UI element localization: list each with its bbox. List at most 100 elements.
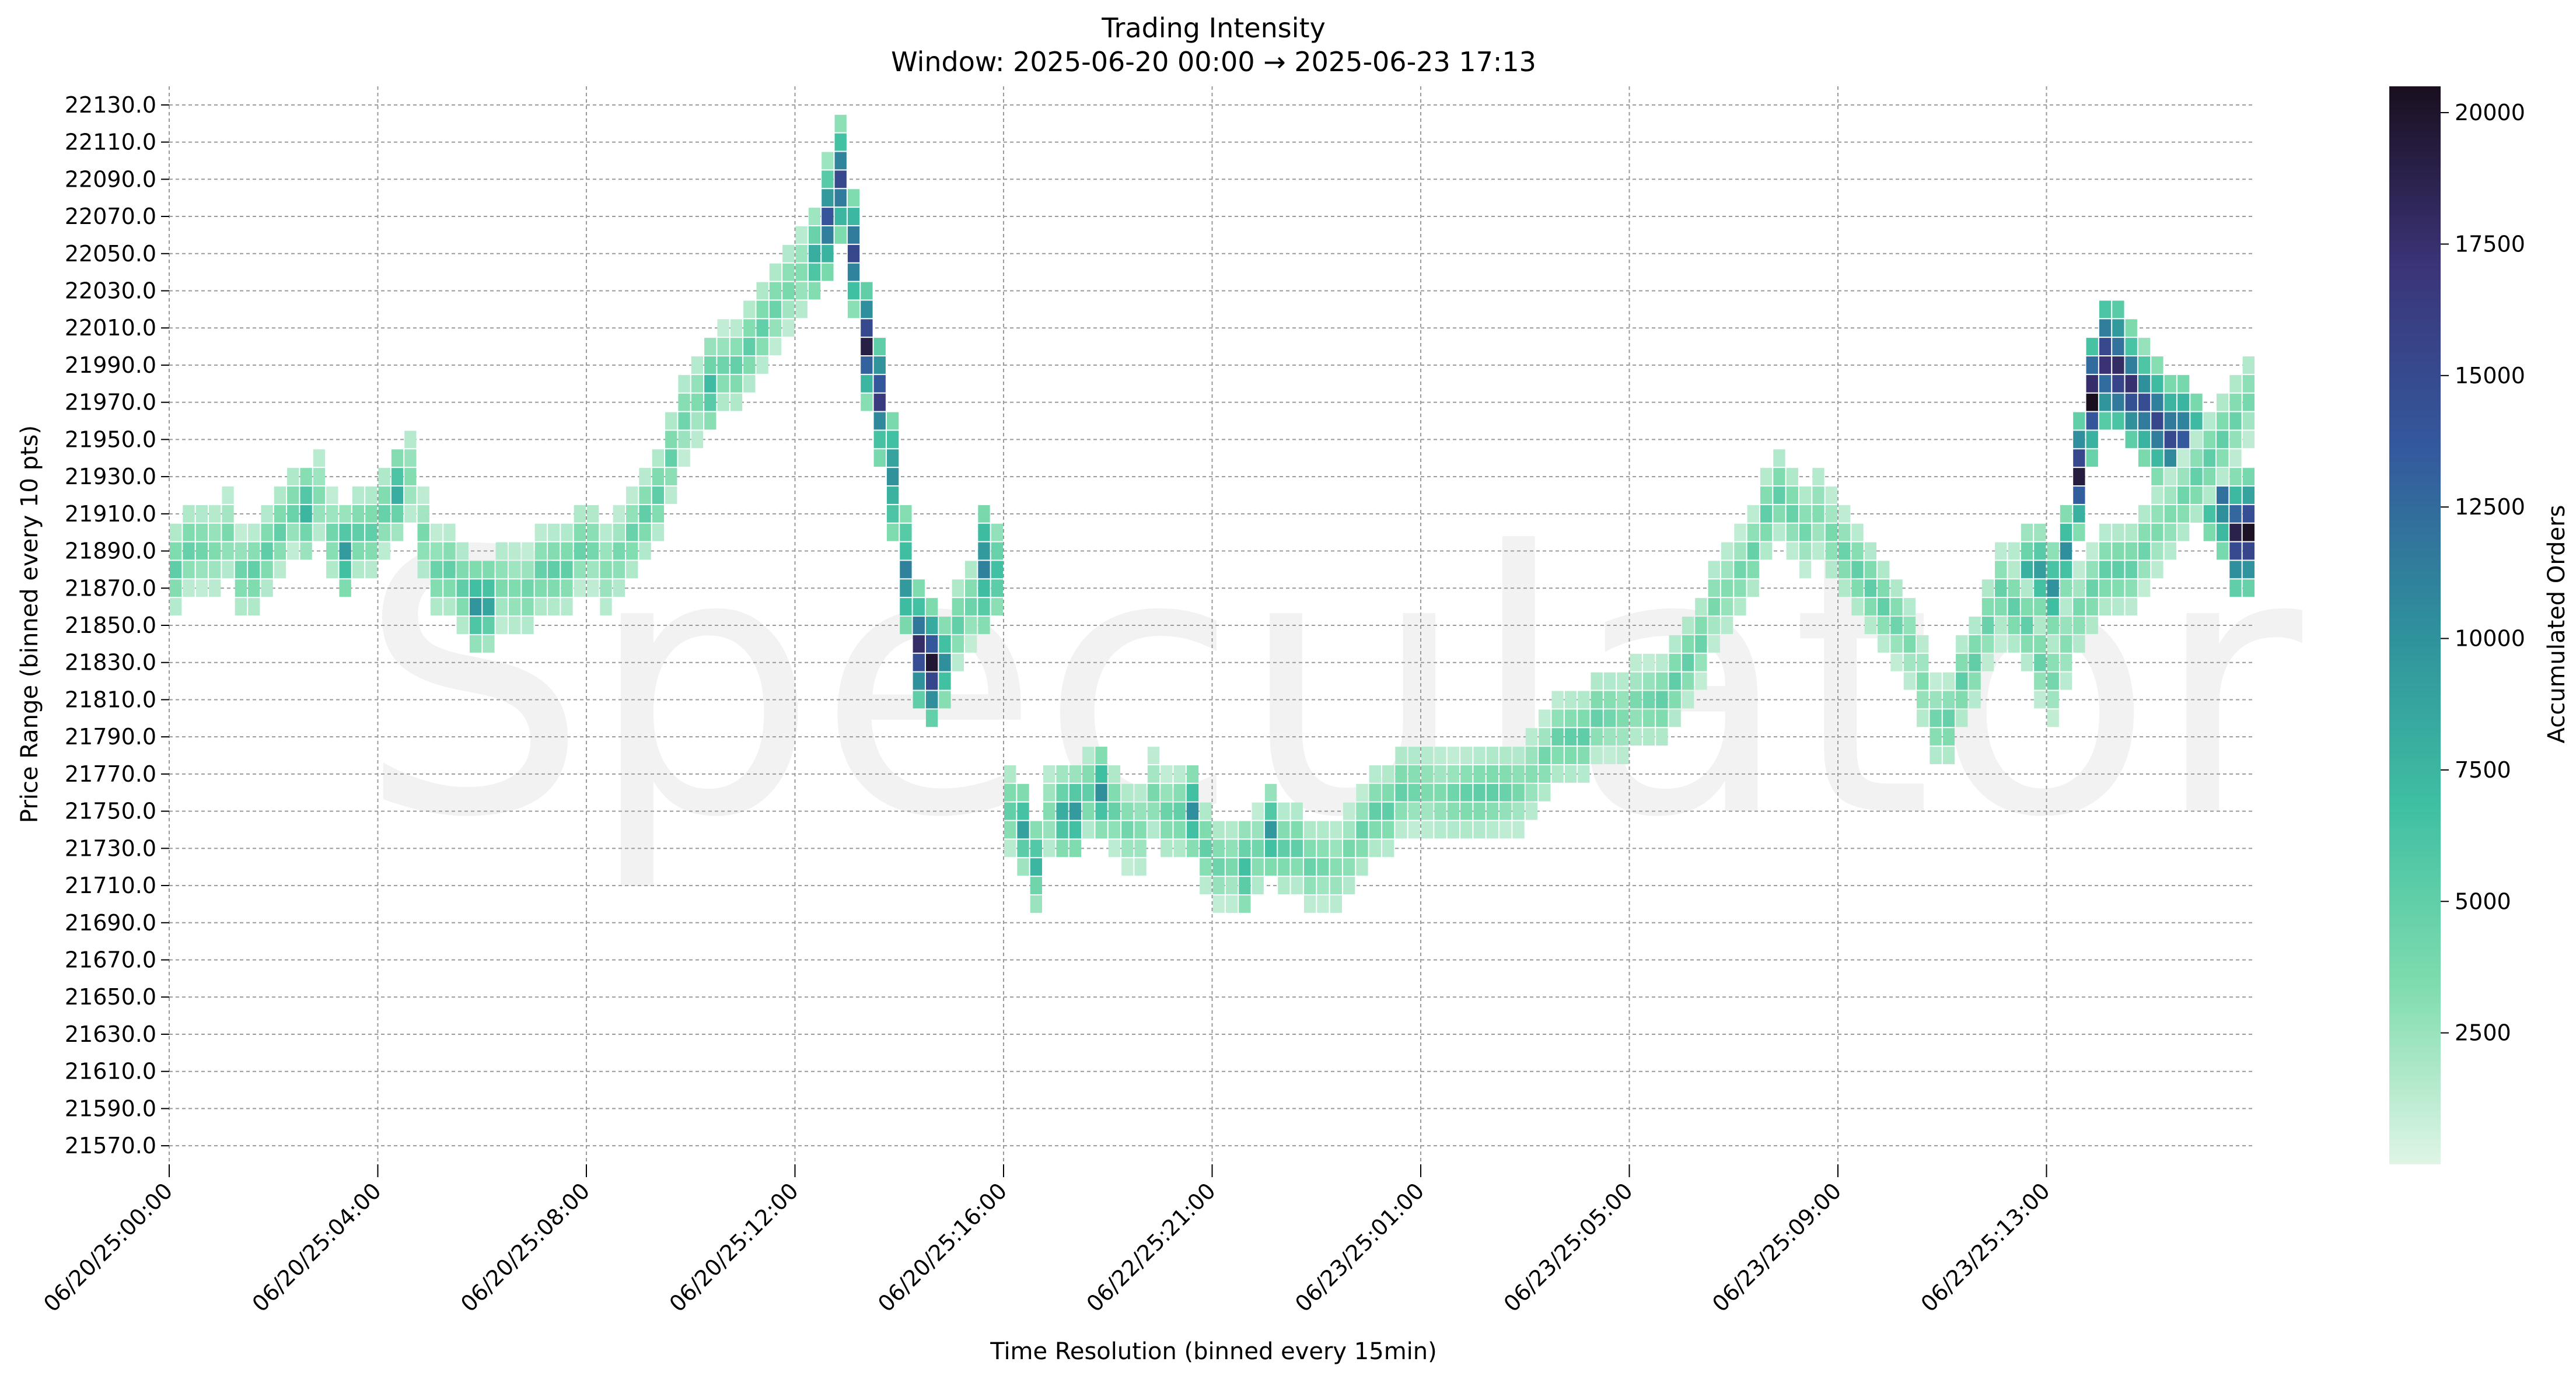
heatmap-cell (600, 523, 612, 541)
heatmap-cell (469, 635, 482, 653)
heatmap-cell (613, 561, 625, 579)
heatmap-cell (1134, 858, 1147, 876)
heatmap-cell (1642, 653, 1655, 671)
heatmap-cell (2021, 635, 2033, 653)
heatmap-cell (769, 282, 782, 300)
heatmap-cell (1642, 728, 1655, 746)
heatmap-cell (900, 598, 912, 616)
heatmap-cell (2242, 579, 2255, 597)
heatmap-cell (1408, 821, 1420, 839)
heatmap-cell (1564, 691, 1577, 709)
heatmap-cell (2073, 487, 2085, 504)
heatmap-cell (1343, 802, 1355, 820)
heatmap-cell (1186, 802, 1199, 820)
y-tick-label: 21590.0 (65, 1096, 156, 1121)
heatmap-cell (2216, 430, 2229, 449)
heatmap-cell (561, 542, 573, 560)
heatmap-cell (1838, 542, 1851, 560)
heatmap-cell (195, 561, 208, 579)
heatmap-cell (2177, 523, 2190, 541)
heatmap-cell (170, 542, 182, 560)
heatmap-cell (743, 374, 756, 393)
heatmap-cell (1669, 635, 1681, 653)
heatmap-cell (209, 561, 221, 579)
heatmap-cell (1252, 821, 1264, 839)
heatmap-cell (678, 412, 690, 430)
heatmap-cell (287, 542, 299, 560)
heatmap-cell (339, 505, 351, 523)
heatmap-cell (2164, 393, 2176, 411)
heatmap-cell (2008, 617, 2020, 634)
heatmap-cell (1030, 839, 1043, 858)
heatmap-cell (2060, 542, 2072, 560)
heatmap-cell (209, 542, 221, 560)
heatmap-cell (1473, 821, 1486, 839)
heatmap-cell (1721, 561, 1733, 579)
heatmap-cell (2229, 449, 2242, 467)
heatmap-cell (183, 579, 195, 597)
heatmap-cell (2034, 579, 2046, 597)
heatmap-cell (1486, 821, 1499, 839)
heatmap-cell (1969, 617, 1981, 634)
heatmap-cell (1161, 802, 1173, 820)
heatmap-cell (1591, 709, 1603, 727)
heatmap-cell (925, 691, 938, 709)
heatmap-cell (1642, 691, 1655, 709)
x-tick-label: 06/23/25:09:00 (1707, 1178, 1846, 1317)
heatmap-cell (170, 579, 182, 597)
heatmap-cell (1043, 821, 1055, 839)
heatmap-cell (2086, 561, 2098, 579)
heatmap-cell (2138, 449, 2151, 467)
heatmap-cell (1043, 783, 1055, 802)
heatmap-cell (1969, 635, 1981, 653)
y-tick-label: 21970.0 (65, 390, 156, 415)
heatmap-cell (1017, 858, 1029, 876)
heatmap-cell (1069, 765, 1082, 783)
heatmap-cell (1161, 783, 1173, 802)
heatmap-cell (339, 579, 351, 597)
heatmap-cell (600, 561, 612, 579)
heatmap-cell (1317, 877, 1329, 894)
heatmap-cell (1056, 802, 1068, 820)
heatmap-cell (378, 468, 390, 486)
heatmap-cell (534, 523, 547, 541)
y-tick-label: 21850.0 (65, 612, 156, 638)
heatmap-cell (561, 579, 573, 597)
heatmap-cell (1864, 617, 1877, 634)
heatmap-cell (1564, 709, 1577, 727)
heatmap-cell (2151, 468, 2163, 486)
heatmap-cell (2073, 412, 2085, 430)
heatmap-cell (1200, 839, 1212, 858)
heatmap-cell (1369, 821, 1381, 839)
heatmap-cell (1903, 617, 1916, 634)
heatmap-cell (1291, 858, 1303, 876)
heatmap-cell (822, 263, 834, 281)
heatmap-cell (1473, 765, 1486, 783)
heatmap-cell (248, 579, 260, 597)
heatmap-cell (873, 412, 886, 430)
heatmap-cell (2060, 653, 2072, 671)
heatmap-cell (626, 505, 638, 523)
heatmap-cell (2060, 598, 2072, 616)
heatmap-cell (1981, 579, 1994, 597)
heatmap-cell (2099, 542, 2112, 560)
heatmap-cell (365, 542, 378, 560)
y-tick-label: 21690.0 (65, 910, 156, 936)
heatmap-cell (365, 505, 378, 523)
heatmap-cell (1330, 839, 1342, 858)
heatmap-cell (626, 542, 638, 560)
y-tick-label: 21650.0 (65, 984, 156, 1010)
heatmap-cell (1030, 895, 1043, 913)
y-tick-label: 22030.0 (65, 278, 156, 303)
colorbar (2389, 86, 2441, 1164)
heatmap-cell (2047, 617, 2059, 634)
heatmap-cell (834, 208, 847, 225)
heatmap-cell (1695, 635, 1707, 653)
heatmap-cell (808, 263, 821, 281)
heatmap-cell (1343, 821, 1355, 839)
heatmap-cell (978, 523, 990, 541)
heatmap-cell (2164, 542, 2176, 560)
heatmap-cell (1421, 783, 1434, 802)
heatmap-cell (274, 523, 286, 541)
heatmap-cell (782, 244, 795, 262)
